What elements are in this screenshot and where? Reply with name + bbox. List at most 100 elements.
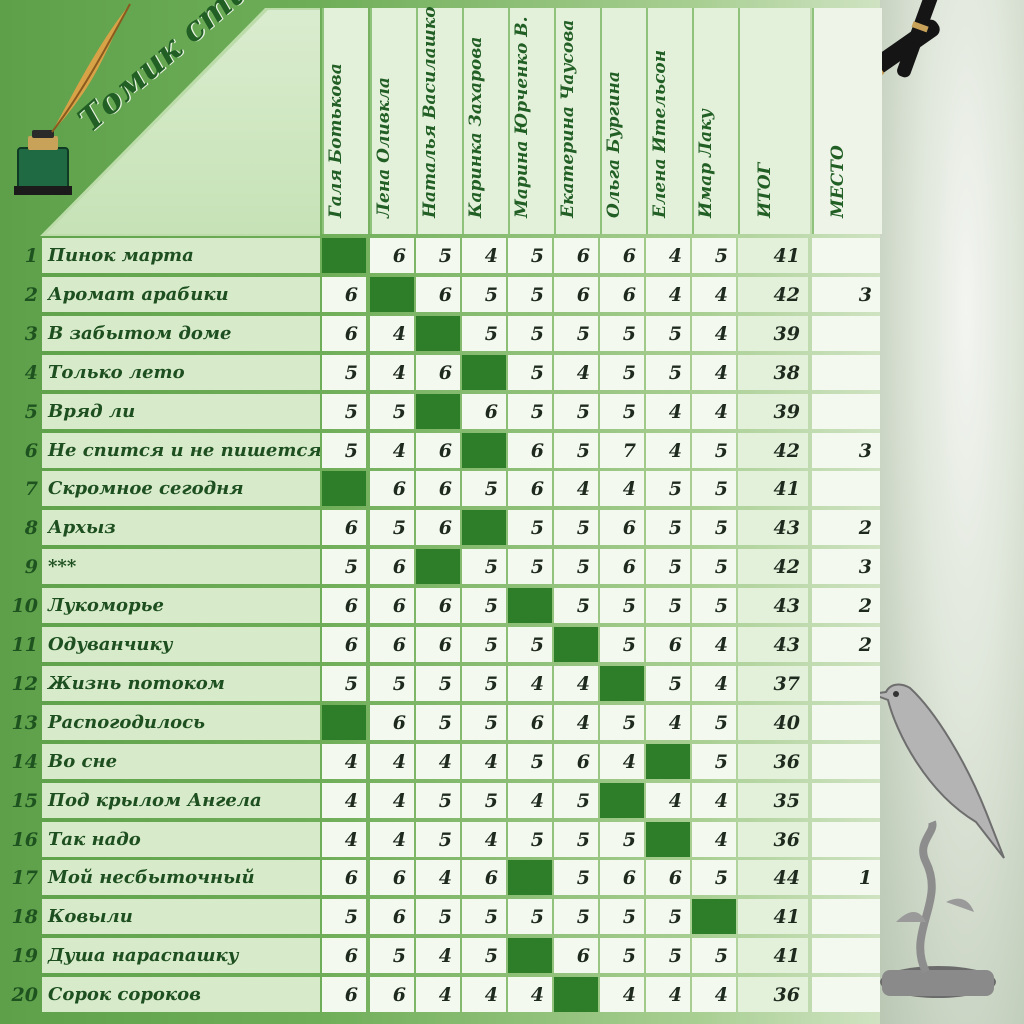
score-cell: 6: [462, 394, 506, 429]
row-number: 5: [24, 401, 38, 423]
self-cell: [692, 899, 736, 934]
score-cell: 5: [508, 238, 552, 273]
score-cell: 6: [370, 705, 414, 740]
row-number: 19: [11, 945, 38, 967]
score-cell: 4: [692, 977, 736, 1012]
score-cell: 5: [646, 938, 690, 973]
poem-title: Архыз: [42, 510, 320, 545]
score-cell: 6: [554, 938, 598, 973]
row-number: 3: [24, 323, 38, 345]
score-cell: 5: [692, 938, 736, 973]
self-cell: [554, 627, 598, 662]
self-cell: [322, 705, 366, 740]
poem-title: Аромат арабики: [42, 277, 320, 312]
self-cell: [554, 977, 598, 1012]
score-cell: 4: [508, 783, 552, 818]
score-cell: 5: [508, 355, 552, 390]
total-cell: 39: [738, 394, 808, 429]
place-cell: [812, 355, 880, 390]
score-cell: 6: [554, 277, 598, 312]
score-cell: 6: [416, 510, 460, 545]
score-cell: 5: [554, 860, 598, 895]
score-cell: 5: [692, 705, 736, 740]
score-cell: 4: [554, 471, 598, 506]
score-cell: 6: [508, 471, 552, 506]
poem-title: Распогодилось: [42, 705, 320, 740]
place-cell: [812, 977, 880, 1012]
score-cell: 4: [508, 977, 552, 1012]
poem-title: ***: [42, 549, 320, 584]
score-cell: 5: [416, 899, 460, 934]
score-cell: 6: [322, 277, 366, 312]
score-cell: 5: [646, 666, 690, 701]
poem-title: Скромное сегодня: [42, 471, 320, 506]
score-cell: 6: [322, 860, 366, 895]
judge-header: Каринка Захарова: [462, 8, 508, 234]
score-cell: 5: [646, 510, 690, 545]
score-cell: 6: [416, 627, 460, 662]
score-cell: 5: [692, 744, 736, 779]
score-cell: 5: [416, 238, 460, 273]
row-number: 11: [11, 634, 38, 656]
place-cell: 2: [812, 627, 880, 662]
place-cell: [812, 783, 880, 818]
judge-header: Марина Юрченко В.: [508, 8, 554, 234]
judge-header: Имар Лаку: [692, 8, 738, 234]
score-cell: 5: [462, 549, 506, 584]
score-cell: 5: [462, 783, 506, 818]
total-cell: 42: [738, 433, 808, 468]
place-cell: [812, 316, 880, 351]
judge-name: Марина Юрченко В.: [512, 16, 532, 218]
total-cell: 43: [738, 588, 808, 623]
total-cell: 39: [738, 316, 808, 351]
score-cell: 5: [508, 277, 552, 312]
row-number: 12: [11, 673, 38, 695]
score-cell: 6: [370, 471, 414, 506]
total-cell: 36: [738, 977, 808, 1012]
score-cell: 6: [416, 433, 460, 468]
row-number: 18: [11, 906, 38, 928]
score-cell: 5: [554, 510, 598, 545]
judge-header: Екатерина Чаусова: [554, 8, 600, 234]
score-cell: 5: [646, 316, 690, 351]
score-cell: 6: [600, 510, 644, 545]
score-cell: 5: [462, 666, 506, 701]
self-cell: [508, 588, 552, 623]
score-cell: 6: [508, 705, 552, 740]
poem-title: Под крылом Ангела: [42, 783, 320, 818]
quill-feather-icon: [51, 3, 131, 133]
score-cell: 6: [322, 316, 366, 351]
score-cell: 6: [600, 277, 644, 312]
score-cell: 4: [646, 277, 690, 312]
score-cell: 5: [554, 822, 598, 857]
score-cell: 6: [416, 355, 460, 390]
score-cell: 5: [322, 355, 366, 390]
score-cell: 4: [462, 238, 506, 273]
judge-header: Елена Ительсон: [646, 8, 692, 234]
score-cell: 5: [416, 783, 460, 818]
score-cell: 4: [692, 822, 736, 857]
self-cell: [600, 666, 644, 701]
judge-header: Галя Ботькова: [322, 8, 368, 234]
self-cell: [508, 938, 552, 973]
score-cell: 4: [462, 744, 506, 779]
score-cell: 5: [646, 471, 690, 506]
score-cell: 6: [646, 627, 690, 662]
score-cell: 5: [554, 588, 598, 623]
score-cell: 6: [370, 899, 414, 934]
score-cell: 4: [692, 316, 736, 351]
row-number: 7: [24, 478, 38, 500]
total-cell: 42: [738, 277, 808, 312]
score-cell: 4: [600, 471, 644, 506]
score-cell: 5: [600, 822, 644, 857]
score-cell: 5: [462, 938, 506, 973]
row-number: 15: [11, 790, 38, 812]
score-cell: 5: [600, 627, 644, 662]
poem-title: Лукоморье: [42, 588, 320, 623]
score-cell: 5: [370, 510, 414, 545]
place-cell: 1: [812, 860, 880, 895]
place-cell: 3: [812, 549, 880, 584]
score-cell: 6: [370, 860, 414, 895]
score-cell: 4: [646, 705, 690, 740]
self-cell: [322, 238, 366, 273]
